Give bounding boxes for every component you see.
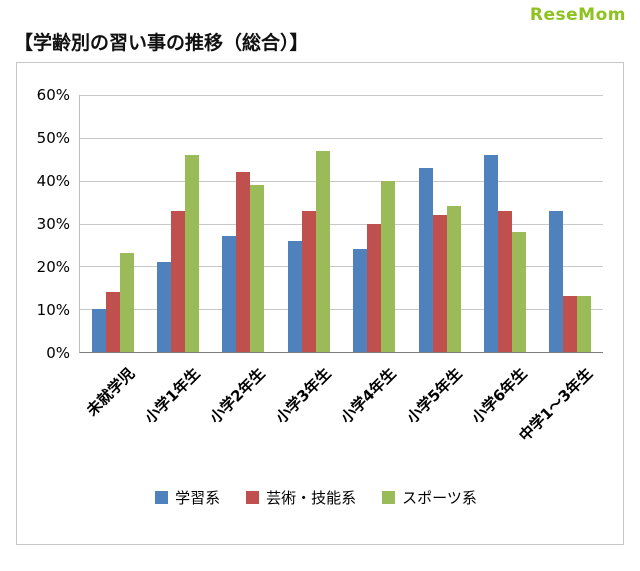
bar-series-1 [497, 210, 512, 352]
y-tick-label: 50% [36, 129, 70, 147]
legend-swatch [382, 491, 396, 504]
bar-series-0 [157, 262, 172, 352]
bar-group [407, 95, 472, 352]
bar-series-2 [119, 253, 134, 352]
y-tick-label: 40% [36, 172, 70, 191]
resemom-logo: ReseMom [529, 5, 626, 25]
bar-group [538, 95, 603, 352]
bar-series-0 [483, 154, 498, 352]
x-tick-slot: 小学3年生 [272, 353, 342, 471]
bar-series-2 [185, 154, 200, 352]
bar-group [80, 95, 145, 352]
x-tick-slot: 小学4年生 [337, 353, 407, 471]
x-tick-label: 小学6年生 [468, 364, 531, 427]
x-tick-label: 小学1年生 [140, 364, 204, 427]
x-tick-slot: 中学1～3年生 [516, 353, 604, 471]
bar-series-0 [353, 249, 368, 352]
bar-group [276, 95, 341, 352]
x-axis-labels: 未就学児 小学1年生 小学2年生 小学3年生 小学4年生 小学5年生 小学6年生 中学1～3年… [79, 353, 603, 471]
bar-groups [80, 95, 603, 352]
bar-group [342, 95, 407, 352]
gridline [80, 137, 603, 139]
x-tick-label: 小学2年生 [206, 364, 269, 427]
y-tick-label: 0% [46, 344, 70, 362]
x-tick-label: 小学5年生 [402, 364, 466, 427]
gridline [80, 266, 603, 268]
page-title: 【学齢別の習い事の推移（総合）】 [14, 32, 309, 54]
x-tick-label: 未就学児 [82, 364, 138, 420]
legend-swatch [155, 491, 169, 504]
y-tick-label: 10% [36, 301, 70, 320]
x-tick-slot: 小学2年生 [206, 353, 276, 471]
bar-series-2 [381, 180, 396, 352]
chart-frame: 0% 10% 20% 30% 40% 50% 60% 未就学児 小学1年生 小学2年生 小学3年生… [16, 62, 624, 545]
bar-group [472, 95, 537, 352]
gridline [80, 223, 603, 225]
y-tick-label: 30% [36, 215, 70, 233]
bar-series-0 [418, 167, 433, 352]
plot-area [79, 95, 603, 353]
x-tick-label: 小学3年生 [271, 364, 335, 427]
bar-series-0 [222, 236, 237, 352]
x-tick-label: 小学4年生 [337, 364, 400, 427]
legend-item: スポーツ系 [382, 487, 477, 508]
bar-group [211, 95, 276, 352]
legend-label: 芸術・技能系 [266, 489, 357, 507]
bar-series-2 [511, 232, 526, 352]
bar-series-1 [432, 214, 447, 352]
legend-item: 学習系 [155, 487, 220, 508]
bar-series-0 [287, 240, 302, 352]
bar-series-0 [549, 210, 564, 352]
x-tick-slot: 未就学児 [79, 353, 145, 471]
y-tick-label: 60% [36, 86, 70, 104]
bar-series-2 [446, 206, 461, 352]
bar-series-1 [563, 296, 578, 352]
bar-series-1 [171, 210, 186, 352]
gridline [80, 309, 603, 311]
legend: 学習系 芸術・技能系 スポーツ系 [29, 487, 603, 508]
bar-series-2 [577, 296, 592, 352]
bar-series-1 [236, 172, 251, 352]
bar-series-1 [105, 292, 120, 352]
legend-label: スポーツ系 [402, 489, 477, 507]
x-axis-label-row: 未就学児 小学1年生 小学2年生 小学3年生 小学4年生 小学5年生 小学6年生 中学1～3年… [29, 353, 603, 471]
bar-series-1 [367, 223, 382, 352]
bar-series-2 [315, 150, 330, 352]
x-tick-slot: 小学1年生 [141, 353, 211, 471]
gridline [80, 95, 603, 96]
legend-swatch [246, 491, 260, 504]
bar-series-1 [301, 210, 316, 352]
bar-series-2 [250, 184, 265, 352]
y-tick-label: 20% [36, 258, 70, 277]
y-axis: 0% 10% 20% 30% 40% 50% 60% [29, 86, 79, 362]
gridline [80, 180, 603, 182]
bar-group [145, 95, 210, 352]
chart-axis-row: 0% 10% 20% 30% 40% 50% 60% [29, 86, 603, 362]
x-tick-slot: 小学6年生 [468, 353, 538, 471]
bar-series-0 [91, 309, 106, 352]
y-axis-spacer [29, 353, 79, 471]
legend-item: 芸術・技能系 [246, 487, 356, 508]
legend-label: 学習系 [175, 489, 221, 507]
x-tick-slot: 小学5年生 [403, 353, 473, 471]
